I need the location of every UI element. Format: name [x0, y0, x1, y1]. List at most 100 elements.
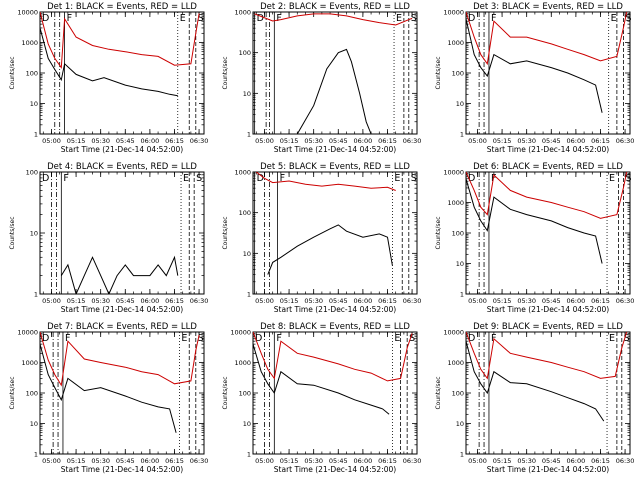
x-tick-label: 05:00: [42, 297, 61, 305]
y-tick-label: 1000: [447, 359, 464, 367]
time-marker-label: F: [491, 13, 496, 24]
y-tick-label: 10000: [443, 169, 464, 177]
y-tick-label: 1: [247, 451, 251, 459]
time-marker-label: D: [42, 333, 49, 344]
y-tick-label: 1000: [447, 39, 464, 47]
time-marker-label: D: [257, 13, 264, 24]
time-marker-label: D: [42, 173, 49, 184]
x-tick-label: 06:30: [190, 457, 209, 465]
series-group: [40, 332, 200, 433]
y-tick-label: 10: [243, 420, 251, 428]
x-tick-label: 06:00: [354, 137, 373, 145]
y-axis-title: Counts/sec: [435, 216, 442, 249]
events-series-line: [267, 224, 393, 275]
x-tick-label: 05:45: [329, 297, 348, 305]
y-tick-label: 100: [26, 390, 38, 398]
x-tick-label: 06:00: [567, 137, 586, 145]
events-series-line: [40, 27, 178, 97]
x-tick-label: 05:30: [91, 457, 110, 465]
time-marker-label: S: [196, 173, 202, 184]
x-tick-label: 06:30: [403, 297, 422, 305]
x-tick-label: 05:45: [116, 297, 135, 305]
time-marker-label: D: [468, 333, 475, 344]
x-tick-label: 05:45: [329, 137, 348, 145]
x-tick-label: 06:15: [378, 137, 397, 145]
x-tick-label: 05:15: [67, 297, 86, 305]
series-group: [466, 332, 628, 422]
x-tick-label: 05:00: [42, 457, 61, 465]
x-tick-label: 06:30: [403, 457, 422, 465]
lld-series-line: [466, 172, 628, 219]
x-tick-label: 05:00: [255, 457, 274, 465]
x-tick-label: 06:15: [591, 297, 610, 305]
time-marker-label: S: [198, 13, 204, 24]
lld-series-line: [253, 332, 413, 382]
detector-panel-5: Det 5: BLACK = Events, RED = LLD 1 10 100 10…: [222, 162, 421, 314]
panel-title: Det 3: BLACK = Events, RED = LLD: [473, 2, 623, 12]
detector-panel-1: Det 1: BLACK = Events, RED = LLD 1 10 100 10…: [9, 2, 208, 154]
detector-panel-4: Det 4: BLACK = Events, RED = LLD 1 10 100 05…: [9, 162, 208, 314]
lld-series-line: [466, 12, 628, 66]
x-tick-label: 05:30: [304, 457, 323, 465]
x-tick-label: 06:15: [591, 137, 610, 145]
y-tick-label: 100: [26, 169, 38, 177]
x-axis-title: Start Time (21-Dec-14 04:52:00): [61, 145, 183, 154]
x-tick-label: 05:15: [493, 457, 512, 465]
y-tick-label: 1000: [234, 9, 251, 17]
y-tick-label: 1: [34, 291, 38, 299]
detector-panel-7: Det 7: BLACK = Events, RED = LLD 1 10 100 10…: [9, 322, 208, 474]
x-tick-label: 05:45: [542, 457, 561, 465]
time-marker-label: F: [280, 173, 285, 184]
x-tick-label: 06:30: [403, 137, 422, 145]
time-marker-label: D: [255, 333, 262, 344]
x-tick-label: 06:00: [567, 457, 586, 465]
x-tick-label: 06:30: [616, 297, 635, 305]
lld-series-line: [255, 172, 396, 191]
time-marker-label: D: [42, 13, 49, 24]
y-tick-label: 10: [30, 420, 38, 428]
y-axis-title: Counts/sec: [9, 376, 16, 409]
detector-panel-8: Det 8: BLACK = Events, RED = LLD 1 10 100 10…: [222, 322, 421, 474]
x-tick-label: 05:30: [304, 297, 323, 305]
x-tick-label: 05:15: [280, 457, 299, 465]
plot-frame: [465, 11, 631, 135]
x-tick-label: 05:45: [542, 297, 561, 305]
y-tick-label: 100: [452, 230, 464, 238]
x-tick-label: 05:15: [67, 137, 86, 145]
y-tick-label: 1: [247, 131, 251, 139]
y-tick-label: 1000: [21, 39, 38, 47]
x-tick-label: 05:15: [280, 297, 299, 305]
y-tick-label: 10000: [17, 329, 38, 337]
y-tick-label: 1: [247, 291, 251, 299]
y-tick-label: 100: [452, 390, 464, 398]
y-tick-label: 10: [456, 420, 464, 428]
time-marker-label: S: [409, 333, 415, 344]
x-tick-label: 05:45: [116, 457, 135, 465]
y-axis-title: Counts/sec: [222, 376, 229, 409]
x-tick-label: 06:00: [567, 297, 586, 305]
time-marker-label: E: [396, 13, 402, 24]
time-marker-label: F: [63, 173, 68, 184]
x-tick-label: 06:30: [190, 137, 209, 145]
plot-frame: [465, 171, 631, 295]
x-tick-label: 05:00: [468, 457, 487, 465]
time-marker-label: E: [609, 333, 615, 344]
events-series-line: [466, 178, 603, 264]
x-tick-label: 05:30: [304, 137, 323, 145]
y-tick-label: 10: [456, 100, 464, 108]
x-tick-label: 05:00: [255, 137, 274, 145]
y-tick-label: 10000: [230, 329, 251, 337]
time-marker-label: S: [411, 173, 417, 184]
x-tick-label: 05:45: [329, 457, 348, 465]
y-tick-label: 1000: [447, 199, 464, 207]
x-tick-label: 05:00: [468, 137, 487, 145]
x-axis-title: Start Time (21-Dec-14 04:52:00): [487, 145, 609, 154]
plot-frame: [465, 331, 631, 455]
x-tick-label: 06:00: [354, 457, 373, 465]
time-marker-label: F: [276, 333, 281, 344]
lld-series-line: [40, 332, 200, 387]
y-tick-label: 10: [30, 230, 38, 238]
y-tick-label: 100: [239, 49, 251, 57]
x-tick-label: 05:15: [493, 137, 512, 145]
events-series-line: [466, 341, 605, 422]
